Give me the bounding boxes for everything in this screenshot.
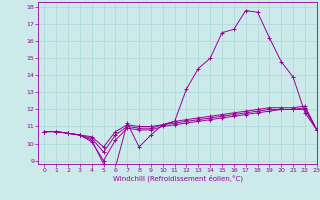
X-axis label: Windchill (Refroidissement éolien,°C): Windchill (Refroidissement éolien,°C) [113, 175, 243, 182]
